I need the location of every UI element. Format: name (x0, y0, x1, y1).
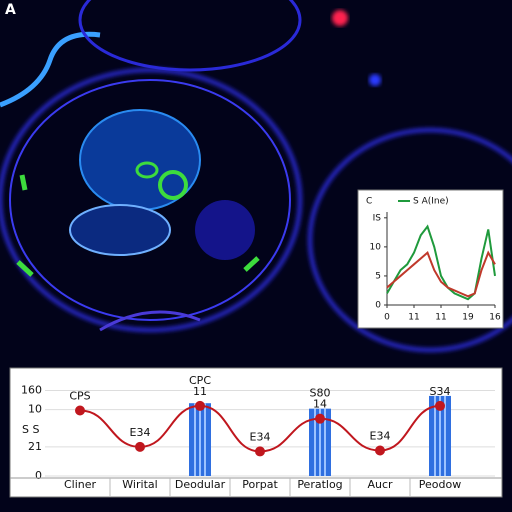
green-ring (135, 161, 159, 179)
x-tick-label: 11 (408, 313, 419, 323)
green-ring (158, 170, 188, 200)
annotation: E34 (130, 426, 151, 439)
blue-spot (369, 74, 381, 86)
cell-outline (9, 79, 291, 321)
annotation: 11 (193, 385, 207, 398)
data-point (315, 413, 325, 424)
x-tick-label: Aucr (367, 478, 393, 491)
y-tick-label: 0 (35, 469, 42, 482)
cell-outline (78, 0, 302, 72)
cell-outline (0, 68, 302, 332)
annotation: E34 (370, 430, 391, 443)
membrane (99, 310, 201, 332)
red-spot (332, 10, 348, 26)
annotation: S80 (310, 387, 331, 400)
y-tick-label: IS (373, 213, 382, 223)
panel-label: A (5, 2, 16, 18)
granules (195, 200, 255, 260)
data-point (435, 400, 445, 411)
microscopy-image (0, 0, 512, 352)
y-tick-label: 10 (370, 242, 382, 252)
y-tick-label: 10 (28, 403, 42, 416)
data-line (386, 250, 496, 298)
x-tick-label: Cliner (64, 478, 97, 491)
green-mark (16, 260, 34, 277)
cell-outline (308, 128, 512, 352)
y-tick-label: 160 (21, 383, 42, 396)
legend-label: S A(Ine) (413, 197, 449, 207)
y-axis-label: S S (22, 423, 39, 436)
data-point (255, 446, 265, 457)
x-tick-label: Peratlog (297, 478, 342, 491)
annotation: E34 (250, 430, 271, 443)
annotation: CPC (189, 374, 211, 387)
annotation: 14 (313, 398, 327, 411)
x-tick-label: 16 (489, 313, 501, 323)
green-mark (19, 174, 28, 191)
annotation: S34 (430, 385, 451, 398)
annotation: CPS (69, 389, 90, 402)
y-tick-label: 21 (28, 440, 42, 453)
x-tick-label: 19 (462, 313, 474, 323)
inset-title: C (366, 197, 372, 207)
x-tick-label: Wirital (122, 478, 157, 491)
data-point (135, 441, 145, 452)
x-tick-label: Deodular (175, 478, 226, 491)
data-point (195, 400, 205, 411)
y-tick-label: 5 (375, 271, 381, 281)
x-tick-label: 11 (435, 313, 446, 323)
data-line (386, 224, 496, 301)
x-tick-label: Porpat (242, 478, 278, 491)
data-point (75, 405, 85, 416)
data-point (375, 445, 385, 456)
x-tick-label: 0 (384, 313, 390, 323)
green-mark (243, 256, 260, 272)
x-tick-label: Peodow (419, 478, 461, 491)
y-tick-label: 0 (375, 301, 381, 311)
filament (0, 31, 101, 108)
organelle (69, 204, 171, 256)
